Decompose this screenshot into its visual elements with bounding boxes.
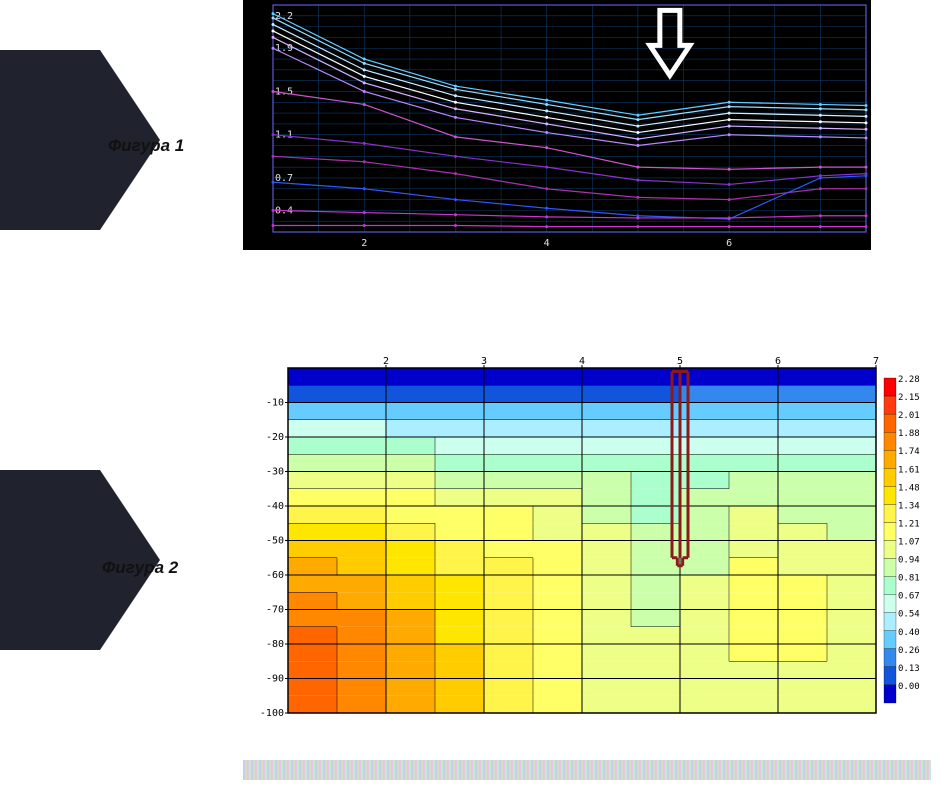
svg-text:2: 2: [361, 238, 367, 249]
svg-text:1.9: 1.9: [275, 43, 293, 54]
svg-text:1.61: 1.61: [898, 465, 920, 475]
svg-text:0.26: 0.26: [898, 646, 920, 656]
svg-text:1.07: 1.07: [898, 538, 920, 548]
svg-text:2.01: 2.01: [898, 411, 920, 421]
svg-text:-90: -90: [266, 674, 284, 685]
svg-text:6: 6: [726, 238, 732, 249]
svg-text:0.40: 0.40: [898, 628, 920, 638]
svg-text:-40: -40: [266, 501, 284, 512]
svg-text:0.54: 0.54: [898, 610, 920, 620]
svg-text:-60: -60: [266, 570, 284, 581]
figure2-label: Фигура 2: [102, 558, 178, 578]
svg-text:1.48: 1.48: [898, 483, 920, 493]
svg-text:0.00: 0.00: [898, 682, 920, 692]
figure1-chart: 0.40.71.11.51.92.2246: [243, 0, 871, 250]
svg-text:-20: -20: [266, 432, 284, 443]
svg-text:-100: -100: [260, 708, 284, 718]
svg-text:-80: -80: [266, 639, 284, 650]
svg-text:-10: -10: [266, 398, 284, 409]
figure2-chart: 234567-10-20-30-40-50-60-70-80-90-1002.2…: [243, 350, 931, 718]
figure1-label: Фигура 1: [108, 136, 184, 156]
noise-strip: [243, 760, 931, 780]
svg-text:-70: -70: [266, 605, 284, 616]
svg-text:2.15: 2.15: [898, 393, 920, 403]
svg-text:-30: -30: [266, 467, 284, 478]
svg-text:4: 4: [544, 238, 550, 249]
svg-text:1.88: 1.88: [898, 429, 920, 439]
svg-text:2.28: 2.28: [898, 375, 920, 385]
svg-text:0.94: 0.94: [898, 556, 920, 566]
svg-text:1.34: 1.34: [898, 501, 920, 511]
svg-text:1.74: 1.74: [898, 447, 920, 457]
pointer-shape-1: [0, 50, 100, 230]
svg-text:0.67: 0.67: [898, 592, 920, 602]
svg-text:1.21: 1.21: [898, 519, 920, 529]
pointer-shape-2: [0, 470, 100, 650]
svg-text:0.81: 0.81: [898, 574, 920, 584]
svg-text:0.13: 0.13: [898, 664, 920, 674]
svg-text:-50: -50: [266, 536, 284, 547]
